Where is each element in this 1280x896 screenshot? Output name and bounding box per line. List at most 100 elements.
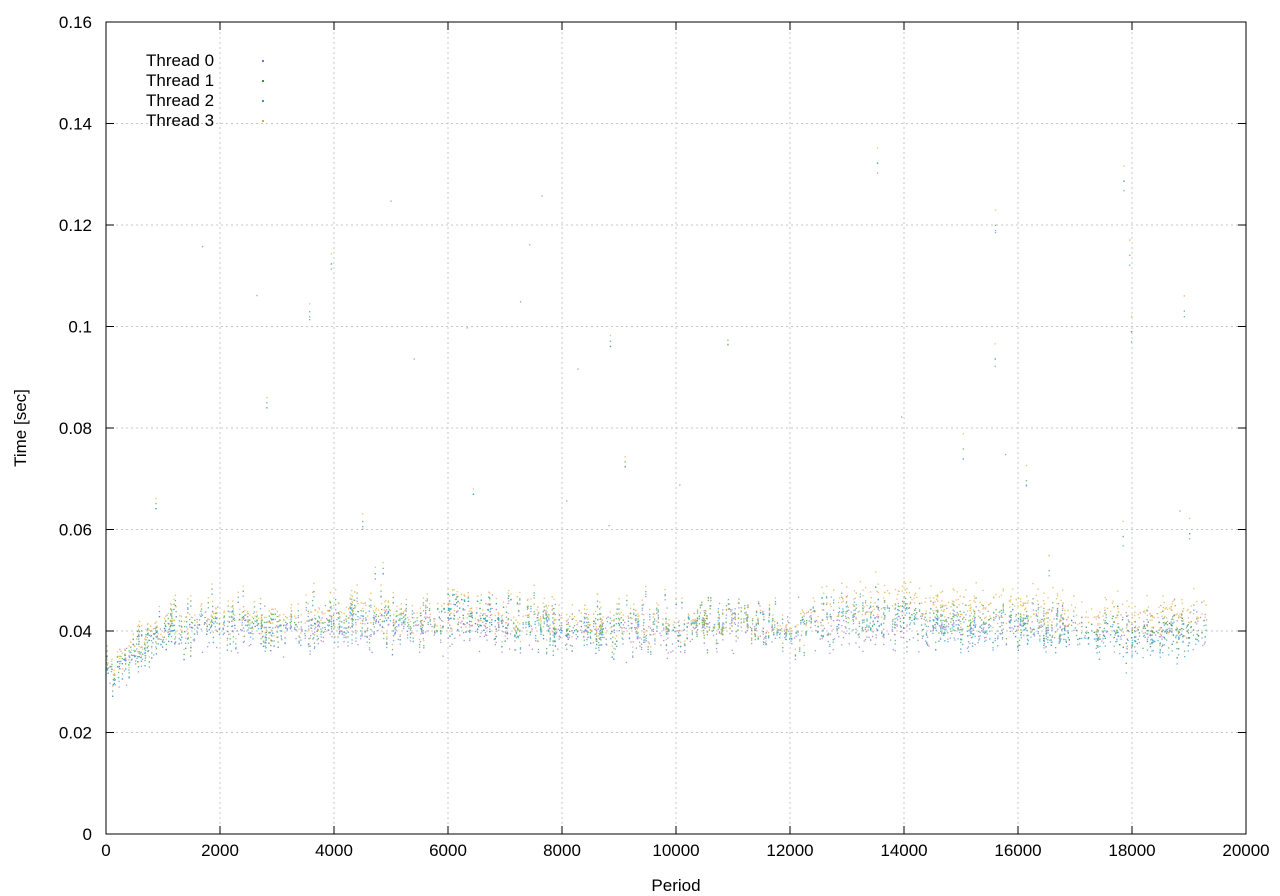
data-point [200,613,203,615]
data-point [1047,629,1049,631]
data-point [156,636,158,639]
data-point [174,636,177,638]
data-point [155,629,157,631]
data-point [1038,622,1040,624]
data-point [696,620,699,622]
data-point [943,624,945,626]
data-point [1122,646,1124,648]
data-point [551,605,553,607]
data-point [559,624,561,627]
data-point [1031,602,1033,604]
data-point [112,684,114,686]
data-point [317,620,319,622]
data-point [776,631,778,633]
data-point [942,627,944,629]
data-point [116,661,119,663]
data-point [483,629,485,631]
data-point [229,643,231,645]
data-point [1176,657,1178,659]
data-point [395,621,397,623]
data-point [151,657,153,659]
data-point [875,637,877,639]
data-point [464,595,466,597]
data-point [830,616,832,618]
data-point [463,599,465,601]
data-point [270,634,272,636]
data-point [822,630,824,632]
data-point [462,614,464,616]
data-point [1112,615,1114,617]
data-point [1002,608,1004,610]
data-point [898,590,900,592]
data-point [1081,622,1083,624]
data-point [1170,623,1172,625]
data-point [308,619,310,621]
data-point [409,629,411,631]
data-point [403,627,405,630]
data-point [861,627,863,630]
data-point [425,600,427,602]
data-point [242,616,245,618]
data-point [973,615,975,617]
data-point [237,601,239,603]
data-point [208,629,210,631]
data-point [578,609,580,612]
data-point [268,642,270,644]
data-point [265,631,267,634]
data-point [883,643,885,646]
data-point [855,642,857,644]
data-point [163,617,166,619]
data-point [537,617,539,619]
data-point [198,624,201,626]
data-point [643,619,645,621]
data-point [332,619,335,621]
data-point [598,649,600,651]
data-point [1036,618,1039,621]
data-point [1056,608,1059,610]
data-point [254,625,256,628]
data-point [637,625,639,628]
data-point [187,598,189,600]
data-point [1010,616,1012,618]
data-point [1171,650,1173,652]
data-point [290,615,293,617]
data-point [634,626,636,629]
data-point [906,603,908,605]
data-point [560,627,562,629]
data-point [829,613,831,616]
data-point [870,617,872,619]
data-point [232,613,234,615]
data-point [118,686,120,688]
data-point [138,640,140,643]
data-point [723,623,725,625]
data-point [717,616,719,619]
data-point [161,641,164,643]
data-point [422,638,424,640]
data-point [1147,636,1149,638]
data-point [763,637,766,639]
data-point [618,618,621,620]
data-point [165,615,167,617]
data-point [117,671,120,674]
data-point [1131,647,1133,649]
data-point [419,641,422,643]
data-point [190,621,193,624]
data-point [366,635,368,638]
data-point [567,622,569,624]
data-point [334,636,336,638]
data-point [223,632,225,634]
data-point [656,625,658,627]
data-point [1166,631,1169,633]
data-point [1043,610,1045,612]
data-point [960,628,962,631]
data-point [738,607,740,609]
data-point [466,327,468,329]
data-point [637,624,639,626]
data-point [1001,633,1003,635]
data-point [373,612,376,614]
data-point [1180,616,1182,618]
data-point [351,634,353,636]
data-point [150,635,152,637]
data-point [1146,609,1148,611]
data-point [552,634,554,636]
